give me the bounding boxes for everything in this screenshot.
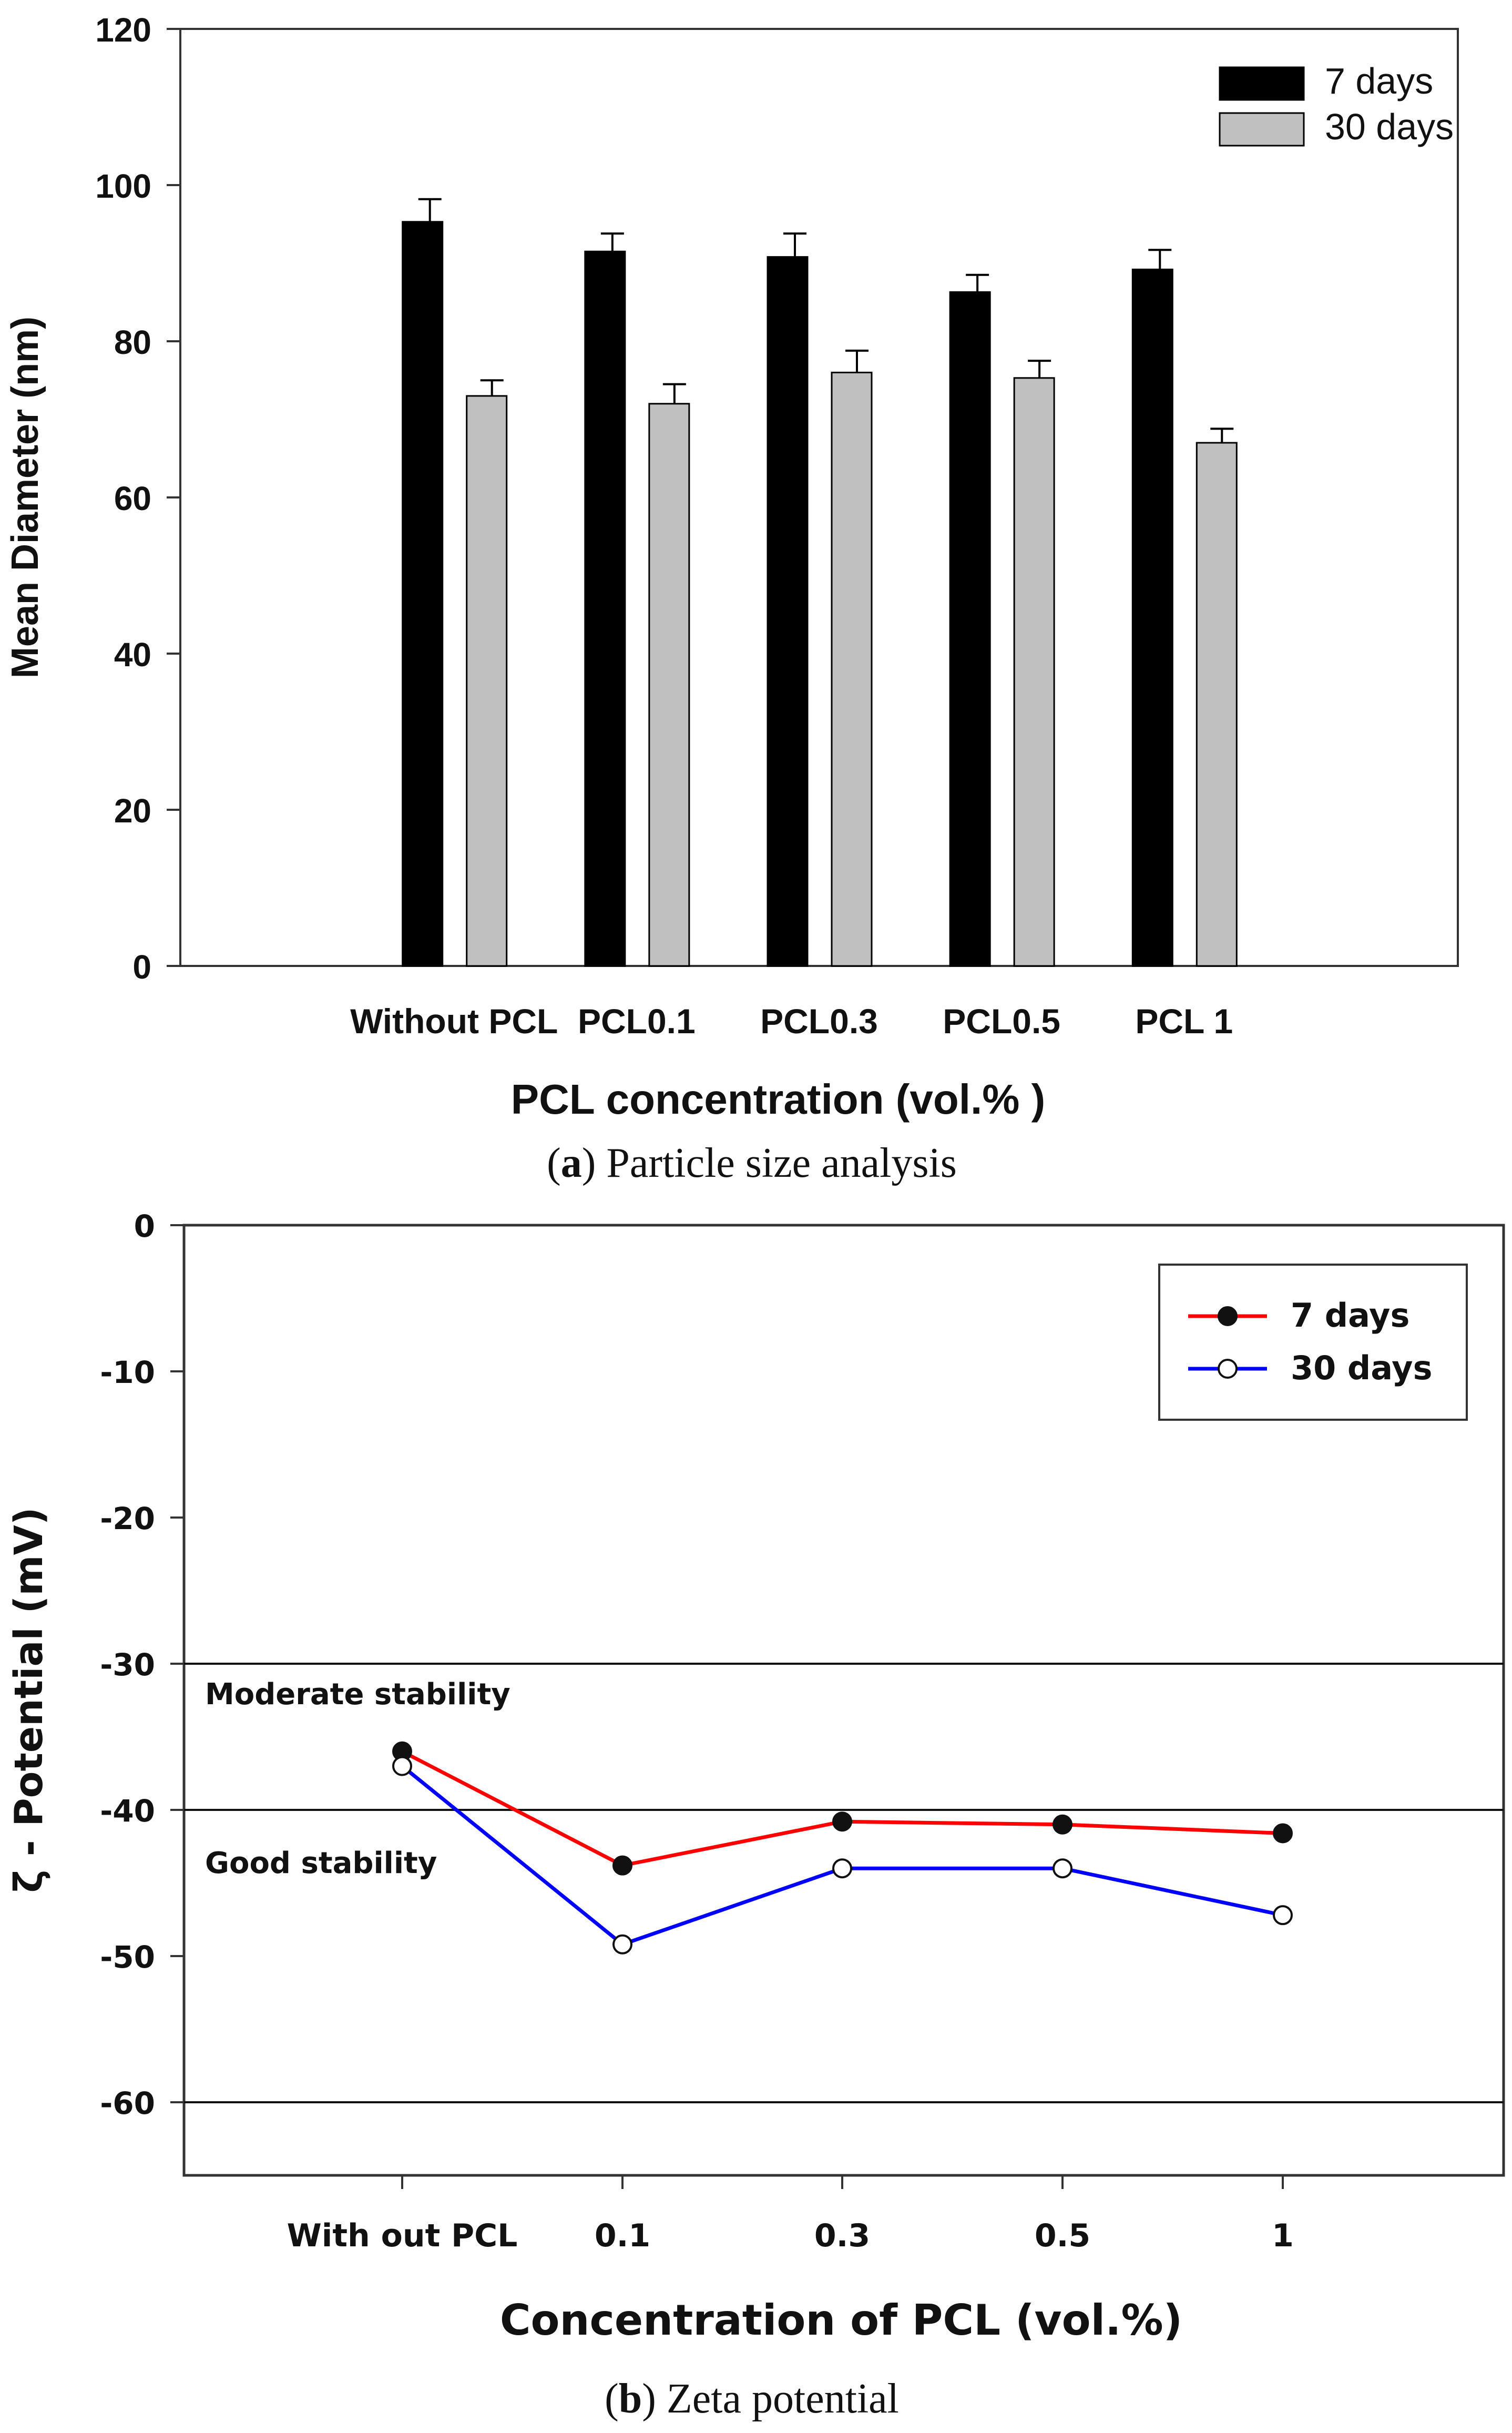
annotation-good-stability: Good stability	[205, 1846, 437, 1880]
zeta-point-30-days-3	[1053, 1858, 1072, 1879]
zeta-legend-label-30-days: 30 days	[1291, 1349, 1433, 1387]
zeta-point-30-days-4	[1273, 1905, 1293, 1926]
caption-a: (a) Particle size analysis	[547, 1140, 957, 1186]
caption-a-text: Particle size analysis	[596, 1140, 956, 1186]
zeta-y-tick-label-0: 0	[134, 1208, 155, 1244]
zeta-y-axis-title: ζ - Potential (mV)	[6, 1507, 52, 1892]
zeta-x-axis: With out PCL 0.1 0.3 0.5 1	[287, 2175, 1294, 2254]
bar-y-tick-label-4: 80	[114, 323, 151, 361]
zeta-point-7-days-3	[1053, 1814, 1072, 1835]
zeta-chart-panel: 0 -10 -20 -30 -40 -50 -60 With out PCL 0.1 0.3 0.…	[6, 1208, 1505, 2422]
legend-label-30-days: 30 days	[1325, 106, 1454, 147]
bar-7-days-1	[584, 250, 626, 967]
bar-y-tick-label-3: 60	[114, 480, 151, 517]
bar-y-tick-label-1: 20	[114, 792, 151, 830]
zeta-point-30-days-1	[612, 1934, 632, 1954]
bar-y-tick-label-5: 100	[95, 167, 151, 205]
caption-b: (b) Zeta potential	[605, 2376, 899, 2422]
zeta-legend: 7 days 30 days	[1158, 1264, 1468, 1421]
bar-series	[402, 198, 1238, 967]
bar-legend: 7 days 30 days	[1219, 60, 1454, 147]
bar-x-axis-title: PCL concentration (vol.% )	[511, 1076, 1045, 1123]
bar-x-tick-label-4: PCL 1	[1135, 1002, 1233, 1041]
zeta-y-tick-label-2: -20	[100, 1501, 155, 1536]
bar-7-days-0	[402, 221, 444, 967]
bar-y-axis: 0 20 40 60 80 100 120	[95, 11, 180, 986]
zeta-y-tick-label-3: -30	[100, 1647, 155, 1683]
zeta-x-tick-label-3: 0.5	[1035, 2217, 1090, 2254]
legend-label-7-days: 7 days	[1325, 60, 1433, 101]
zeta-x-tick-label-4: 1	[1272, 2217, 1294, 2254]
zeta-line-7-days	[401, 1749, 1283, 1868]
annotation-moderate-stability: Moderate stability	[205, 1677, 510, 1712]
bar-30-days-4	[1196, 442, 1238, 967]
zeta-legend-box	[1158, 1264, 1468, 1421]
zeta-x-tick-label-0: With out PCL	[287, 2217, 518, 2254]
zeta-x-axis-title: Concentration of PCL (vol.%)	[500, 2296, 1182, 2345]
bar-y-tick-label-6: 120	[95, 11, 151, 49]
bar-x-tick-label-1: PCL0.1	[578, 1002, 696, 1041]
zeta-line-30-days	[401, 1764, 1283, 1947]
bar-x-tick-label-0: Without PCL	[350, 1002, 558, 1041]
zeta-x-tick-label-2: 0.3	[814, 2217, 870, 2254]
zeta-series	[392, 1741, 1293, 1954]
bar-chart-frame	[179, 28, 1459, 967]
zeta-y-axis: 0 -10 -20 -30 -40 -50 -60	[100, 1208, 184, 2121]
zeta-point-7-days-1	[612, 1855, 632, 1876]
bar-y-tick-label-2: 40	[114, 636, 151, 674]
legend-marker-30-days	[1218, 1359, 1238, 1379]
caption-b-letter: b	[619, 2376, 642, 2422]
bar-30-days-1	[648, 403, 690, 967]
bar-y-tick-label-0: 0	[132, 948, 151, 986]
caption-a-letter: a	[561, 1140, 582, 1186]
zeta-chart-frame	[182, 1224, 1505, 2177]
zeta-y-tick-label-5: -50	[100, 1939, 155, 1975]
zeta-point-30-days-0	[392, 1756, 412, 1776]
zeta-y-tick-label-4: -40	[100, 1793, 155, 1829]
bar-30-days-3	[1013, 377, 1055, 967]
legend-marker-7-days	[1218, 1306, 1238, 1326]
stability-threshold-lines	[184, 1663, 1504, 2103]
bar-30-days-2	[831, 371, 873, 967]
zeta-point-7-days-2	[832, 1811, 852, 1832]
zeta-point-7-days-4	[1273, 1823, 1293, 1844]
zeta-legend-label-7-days: 7 days	[1291, 1296, 1409, 1335]
bar-30-days-0	[466, 395, 508, 967]
bar-7-days-2	[767, 256, 809, 967]
zeta-y-tick-label-6: -60	[100, 2085, 155, 2121]
bar-7-days-4	[1131, 268, 1173, 967]
bar-chart-panel: 0 20 40 60 80 100 120 Without PCL PCL0.1 PCL0.3 P…	[4, 11, 1459, 1186]
bar-x-tick-label-3: PCL0.5	[943, 1002, 1060, 1041]
zeta-x-tick-label-1: 0.1	[595, 2217, 650, 2254]
legend-swatch-30-days	[1219, 112, 1305, 147]
zeta-y-tick-label-1: -10	[100, 1355, 155, 1390]
legend-swatch-7-days	[1219, 66, 1305, 101]
bar-7-days-3	[949, 291, 991, 967]
zeta-point-30-days-2	[832, 1858, 852, 1879]
bar-x-tick-label-2: PCL0.3	[760, 1002, 878, 1041]
caption-b-text: Zeta potential	[656, 2376, 899, 2422]
bar-x-axis: Without PCL PCL0.1 PCL0.3 PCL0.5 PCL 1	[350, 1002, 1233, 1041]
bar-y-axis-title: Mean Diameter (nm)	[4, 317, 46, 678]
